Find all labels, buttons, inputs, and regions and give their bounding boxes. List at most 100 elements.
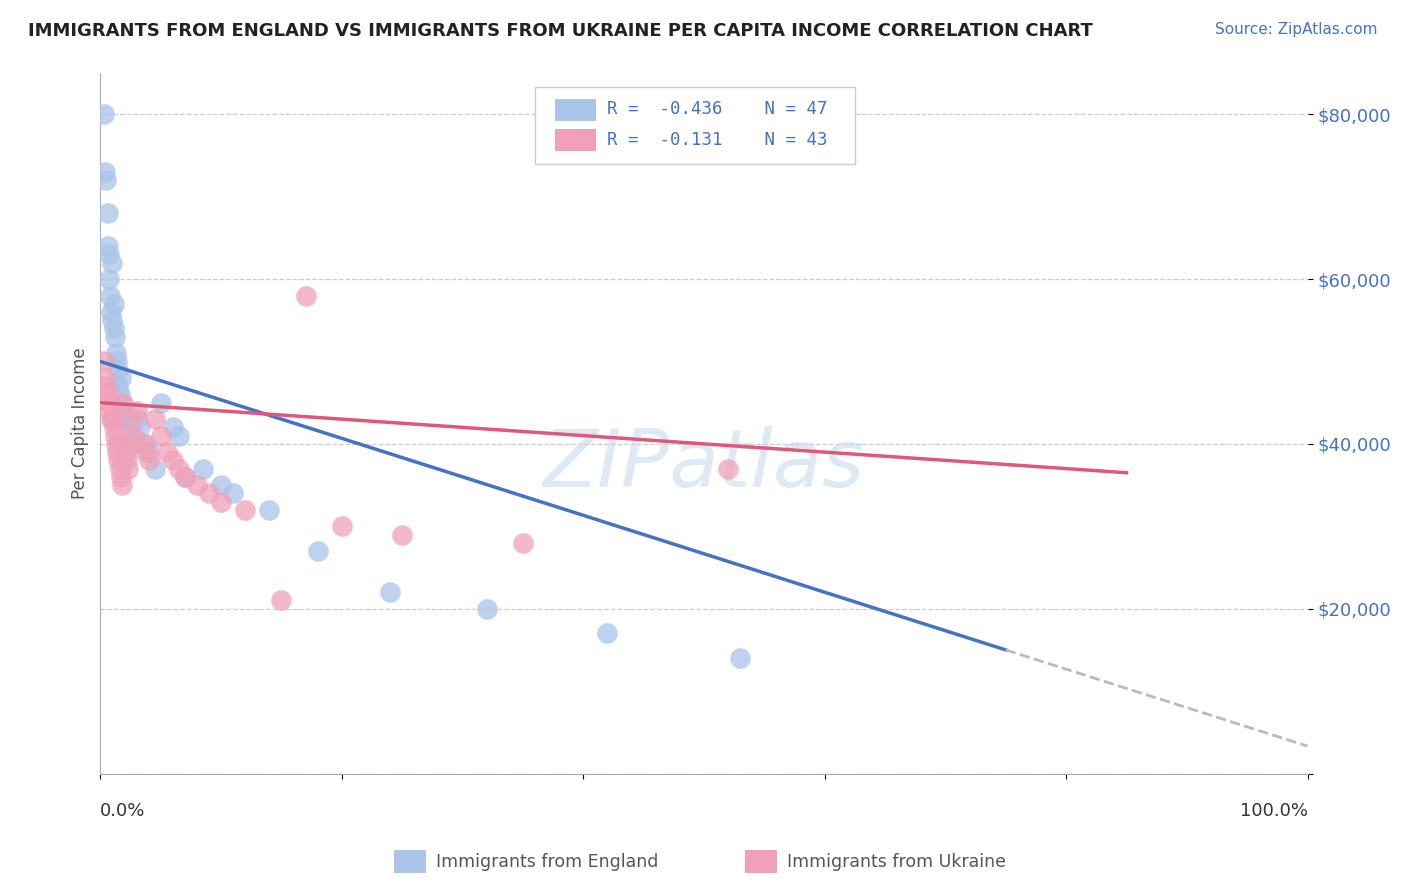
Point (96, 173, 118, 187)
Point (173, 470, 195, 484)
Point (96, 379, 118, 393)
Text: Immigrants from Ukraine: Immigrants from Ukraine (787, 853, 1007, 871)
Point (131, 437, 153, 451)
Point (103, 297, 125, 311)
Text: ZIPatlas: ZIPatlas (543, 426, 865, 504)
Point (104, 428, 127, 442)
Point (101, 412, 124, 426)
Text: Immigrants from England: Immigrants from England (436, 853, 658, 871)
Point (114, 445, 136, 459)
Point (330, 519, 353, 533)
Point (115, 420, 138, 434)
Point (596, 626, 619, 640)
Point (94, 371, 117, 385)
Point (112, 404, 135, 418)
Text: 0.0%: 0.0% (100, 802, 146, 820)
Text: IMMIGRANTS FROM ENGLAND VS IMMIGRANTS FROM UKRAINE PER CAPITA INCOME CORRELATION: IMMIGRANTS FROM ENGLAND VS IMMIGRANTS FR… (28, 22, 1092, 40)
Point (114, 437, 136, 451)
Point (97, 272, 120, 286)
Point (98, 288, 121, 302)
Point (173, 470, 195, 484)
Point (112, 412, 135, 426)
Point (167, 461, 190, 475)
Point (114, 404, 136, 418)
Text: R =  -0.436    N = 47: R = -0.436 N = 47 (607, 101, 828, 119)
Point (93, 107, 115, 121)
Point (105, 445, 128, 459)
Point (110, 371, 132, 385)
Point (105, 354, 128, 368)
Point (104, 329, 127, 343)
Point (120, 412, 142, 426)
Point (167, 428, 190, 442)
Point (94, 165, 117, 179)
Point (111, 478, 134, 492)
Point (114, 412, 136, 426)
Point (143, 461, 166, 475)
Point (135, 445, 157, 459)
Point (162, 420, 184, 434)
Point (209, 478, 232, 492)
FancyBboxPatch shape (534, 87, 855, 164)
Point (107, 453, 129, 467)
Point (97, 395, 120, 409)
Point (125, 412, 148, 426)
Point (97, 206, 120, 220)
Point (122, 437, 145, 451)
Point (191, 461, 214, 475)
Point (149, 428, 172, 442)
Point (294, 288, 316, 302)
Point (162, 453, 184, 467)
Point (149, 395, 172, 409)
Point (101, 313, 124, 327)
Point (97, 387, 120, 401)
Point (107, 379, 129, 393)
Point (97, 239, 120, 253)
Text: Source: ZipAtlas.com: Source: ZipAtlas.com (1215, 22, 1378, 37)
Point (93, 354, 115, 368)
Point (110, 470, 132, 484)
Point (270, 593, 292, 607)
Point (112, 395, 135, 409)
Point (108, 461, 131, 475)
Point (138, 453, 160, 467)
Point (115, 453, 138, 467)
Point (717, 461, 740, 475)
Point (129, 420, 152, 434)
FancyBboxPatch shape (555, 129, 595, 150)
Point (512, 535, 534, 549)
Point (103, 420, 125, 434)
FancyBboxPatch shape (555, 99, 595, 120)
Point (101, 255, 124, 269)
Point (120, 428, 142, 442)
Point (122, 428, 145, 442)
Point (475, 601, 498, 615)
Point (138, 445, 160, 459)
Point (186, 478, 208, 492)
Point (100, 305, 122, 319)
Point (233, 503, 256, 517)
Point (105, 346, 128, 360)
Point (105, 437, 128, 451)
Point (209, 494, 232, 508)
Point (125, 404, 148, 418)
Point (143, 412, 166, 426)
Y-axis label: Per Capita Income: Per Capita Income (72, 348, 89, 500)
Point (391, 527, 413, 541)
Point (98, 404, 121, 418)
Text: 100.0%: 100.0% (1240, 802, 1308, 820)
Point (259, 503, 281, 517)
Point (222, 486, 245, 500)
Point (156, 445, 179, 459)
Point (97, 247, 120, 261)
Point (728, 651, 751, 665)
Point (117, 461, 139, 475)
Point (107, 362, 129, 376)
Text: R =  -0.131    N = 43: R = -0.131 N = 43 (607, 130, 828, 149)
Point (108, 387, 131, 401)
Point (198, 486, 221, 500)
Point (111, 395, 134, 409)
Point (103, 321, 125, 335)
Point (117, 412, 139, 426)
Point (100, 412, 122, 426)
